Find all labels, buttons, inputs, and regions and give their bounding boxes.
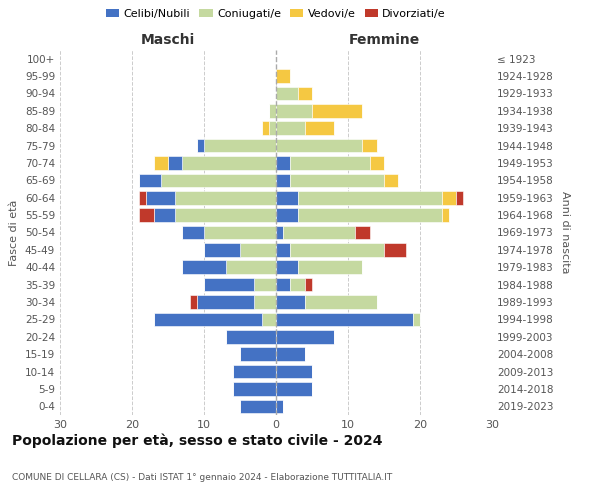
Bar: [298, 260, 362, 274]
Bar: [456, 191, 463, 204]
Bar: [298, 191, 442, 204]
Bar: [175, 191, 276, 204]
Bar: [262, 122, 269, 135]
Y-axis label: Fasce di età: Fasce di età: [10, 200, 19, 266]
Bar: [233, 382, 276, 396]
Text: Popolazione per età, sesso e stato civile - 2024: Popolazione per età, sesso e stato civil…: [12, 434, 383, 448]
Bar: [146, 191, 175, 204]
Bar: [370, 156, 384, 170]
Bar: [276, 104, 312, 118]
Bar: [290, 278, 305, 291]
Bar: [290, 156, 370, 170]
Bar: [276, 139, 362, 152]
Bar: [276, 330, 334, 344]
Bar: [182, 226, 204, 239]
Bar: [139, 208, 154, 222]
Bar: [168, 156, 182, 170]
Bar: [276, 278, 290, 291]
Bar: [226, 330, 276, 344]
Bar: [276, 208, 298, 222]
Bar: [442, 191, 456, 204]
Bar: [276, 348, 305, 361]
Bar: [276, 156, 290, 170]
Bar: [204, 139, 276, 152]
Bar: [355, 226, 370, 239]
Bar: [276, 365, 312, 378]
Bar: [197, 295, 254, 309]
Bar: [154, 312, 262, 326]
Bar: [161, 174, 276, 187]
Bar: [276, 70, 290, 83]
Bar: [298, 86, 312, 100]
Bar: [305, 295, 377, 309]
Bar: [269, 122, 276, 135]
Bar: [362, 139, 377, 152]
Bar: [204, 226, 276, 239]
Bar: [226, 260, 276, 274]
Bar: [139, 174, 161, 187]
Bar: [182, 156, 276, 170]
Bar: [384, 174, 398, 187]
Text: Maschi: Maschi: [141, 32, 195, 46]
Bar: [290, 243, 384, 256]
Bar: [269, 104, 276, 118]
Bar: [240, 400, 276, 413]
Bar: [384, 243, 406, 256]
Bar: [254, 278, 276, 291]
Bar: [283, 226, 355, 239]
Bar: [182, 260, 226, 274]
Bar: [442, 208, 449, 222]
Bar: [276, 400, 283, 413]
Bar: [154, 156, 168, 170]
Bar: [276, 191, 298, 204]
Bar: [254, 295, 276, 309]
Bar: [276, 243, 290, 256]
Bar: [197, 139, 204, 152]
Bar: [204, 278, 254, 291]
Bar: [276, 122, 305, 135]
Text: COMUNE DI CELLARA (CS) - Dati ISTAT 1° gennaio 2024 - Elaborazione TUTTITALIA.IT: COMUNE DI CELLARA (CS) - Dati ISTAT 1° g…: [12, 473, 392, 482]
Bar: [154, 208, 175, 222]
Text: Femmine: Femmine: [349, 32, 419, 46]
Bar: [240, 243, 276, 256]
Bar: [204, 243, 240, 256]
Bar: [262, 312, 276, 326]
Bar: [276, 312, 413, 326]
Y-axis label: Anni di nascita: Anni di nascita: [560, 191, 570, 274]
Bar: [139, 191, 146, 204]
Bar: [290, 174, 384, 187]
Bar: [240, 348, 276, 361]
Bar: [276, 174, 290, 187]
Bar: [276, 86, 298, 100]
Bar: [276, 226, 283, 239]
Bar: [276, 382, 312, 396]
Bar: [175, 208, 276, 222]
Bar: [298, 208, 442, 222]
Bar: [305, 278, 312, 291]
Bar: [312, 104, 362, 118]
Bar: [233, 365, 276, 378]
Legend: Celibi/Nubili, Coniugati/e, Vedovi/e, Divorziati/e: Celibi/Nubili, Coniugati/e, Vedovi/e, Di…: [101, 4, 451, 24]
Bar: [305, 122, 334, 135]
Bar: [276, 295, 305, 309]
Bar: [413, 312, 420, 326]
Bar: [190, 295, 197, 309]
Bar: [276, 260, 298, 274]
